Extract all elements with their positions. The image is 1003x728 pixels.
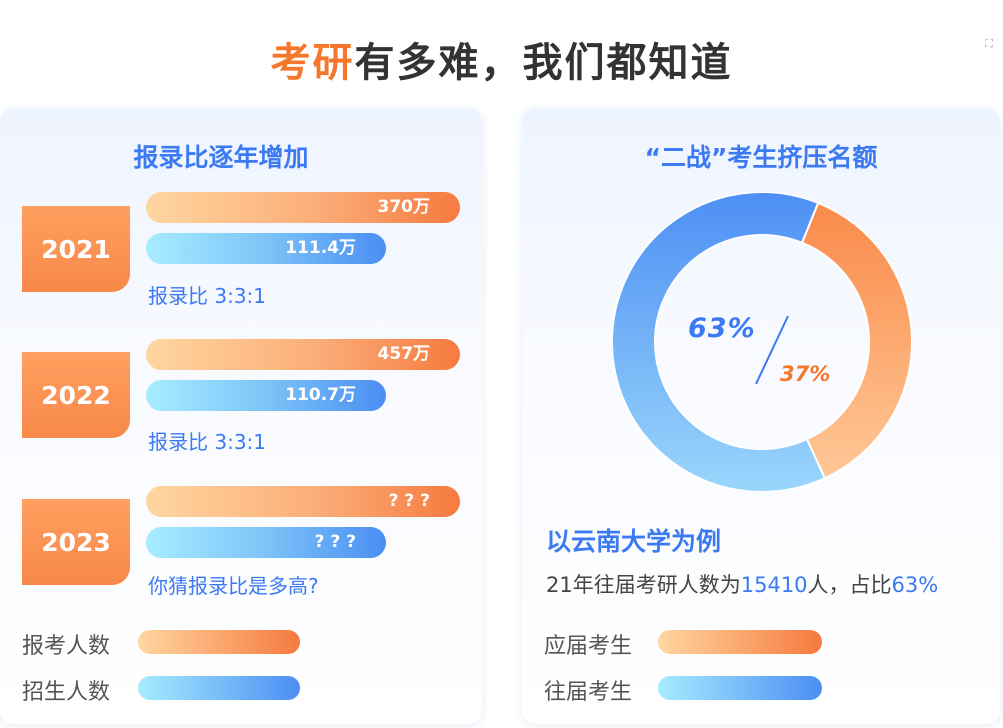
- percent-repeat: 63%: [688, 313, 756, 344]
- donut-slice-fresh: [800, 201, 912, 480]
- legend-swatch-apply: [138, 630, 300, 654]
- example-share: 63%: [891, 573, 939, 597]
- example-title: 以云南大学为例: [546, 527, 722, 556]
- legend-label-repeat: 往届考生: [544, 680, 633, 705]
- headline-rest: 有多难，我们都知道: [354, 40, 733, 86]
- legend-swatch-fresh: [658, 630, 822, 654]
- year-badge-2022: 2022: [22, 352, 130, 438]
- ratio-note-2023: 你猜报录比是多高?: [148, 574, 319, 598]
- year-badge-2023: 2023: [22, 499, 130, 585]
- example-text: 21年往届考研人数为15410人，占比63%: [546, 569, 938, 599]
- repeat-exam-panel: “二战”考生挤压名额 63% 37% 以云南大学为例 21年往届考研人数为154…: [522, 108, 1000, 724]
- admit-bar-2022: 110.7万: [146, 380, 386, 411]
- example-text-part1: 21年往届考研人数为: [546, 573, 741, 597]
- apply-bar-2023: ? ? ?: [146, 486, 460, 517]
- donut-chart: [612, 192, 912, 492]
- ratio-note-2022: 报录比 3:3:1: [148, 430, 267, 454]
- legend-swatch-admit: [138, 676, 300, 700]
- panel-title-right: “二战”考生挤压名额: [644, 143, 878, 172]
- apply-bar-2022: 457万: [146, 339, 460, 370]
- example-count: 15410: [740, 573, 808, 597]
- panel-title-left: 报录比逐年增加: [133, 143, 309, 172]
- scan-icon[interactable]: ⛶: [985, 37, 993, 50]
- legend-swatch-repeat: [658, 676, 822, 700]
- apply-admit-panel: 报录比逐年增加 2021 370万 111.4万 报录比 3:3:1 2022 …: [0, 108, 482, 724]
- example-text-part2: 人，占比: [807, 573, 892, 597]
- apply-bar-2021: 370万: [146, 192, 460, 223]
- year-badge-2021: 2021: [22, 206, 130, 292]
- donut-slice-repeat: [612, 192, 827, 492]
- legend-label-admit: 招生人数: [22, 680, 111, 705]
- legend-label-apply: 报考人数: [22, 634, 111, 659]
- percent-fresh: 37%: [780, 362, 831, 386]
- admit-bar-2021: 111.4万: [146, 233, 386, 264]
- page-headline: 考研有多难，我们都知道: [0, 30, 1003, 88]
- ratio-note-2021: 报录比 3:3:1: [148, 284, 267, 308]
- legend-label-fresh: 应届考生: [544, 634, 633, 659]
- percent-divider: [755, 315, 789, 385]
- admit-bar-2023: ? ? ?: [146, 527, 386, 558]
- headline-accent: 考研: [270, 40, 355, 86]
